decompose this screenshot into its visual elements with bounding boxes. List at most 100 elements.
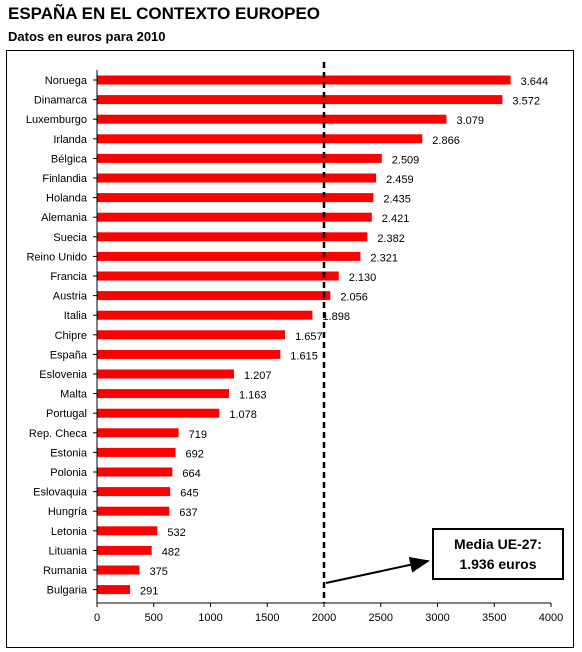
value-label: 2.509 <box>392 154 420 166</box>
x-tick-label: 1000 <box>198 612 222 624</box>
bar <box>97 545 152 555</box>
value-label: 2.866 <box>432 135 460 147</box>
category-label: Eslovaquia <box>33 487 88 499</box>
category-label: Alemania <box>41 212 88 224</box>
value-label: 2.321 <box>370 252 398 264</box>
category-label: Malta <box>60 389 88 401</box>
value-label: 2.421 <box>382 213 410 225</box>
value-label: 1.163 <box>239 390 267 402</box>
value-label: 719 <box>189 429 207 441</box>
bar <box>97 291 331 301</box>
category-label: Bulgaria <box>47 585 88 597</box>
bar <box>97 310 313 320</box>
category-label: Austria <box>53 291 88 303</box>
category-label: Luxemburgo <box>26 114 87 126</box>
bar <box>97 95 503 105</box>
category-label: Finlandia <box>42 173 88 185</box>
bar <box>97 251 361 261</box>
bar <box>97 565 140 575</box>
value-label: 1.898 <box>322 311 350 323</box>
bar <box>97 369 234 379</box>
category-label: Polonia <box>50 467 88 479</box>
value-label: 375 <box>150 566 168 578</box>
category-label: Holanda <box>46 193 88 205</box>
bar <box>97 271 339 281</box>
category-label: Suecia <box>53 232 88 244</box>
x-tick-label: 4000 <box>539 612 563 624</box>
category-label: Dinamarca <box>34 95 88 107</box>
category-label: Hungría <box>48 506 88 518</box>
category-label: Rep. Checa <box>29 428 88 440</box>
callout-line-1: Media UE-27: <box>454 536 542 552</box>
value-label: 2.382 <box>377 233 405 245</box>
category-label: España <box>50 349 88 361</box>
value-label: 1.207 <box>244 370 272 382</box>
x-tick-label: 2500 <box>369 612 393 624</box>
value-label: 291 <box>140 586 158 598</box>
value-label: 637 <box>179 507 197 519</box>
bar <box>97 75 511 85</box>
bars-group <box>97 75 511 595</box>
bar <box>97 506 170 516</box>
bar <box>97 389 230 399</box>
category-label: Letonia <box>51 526 88 538</box>
category-label: Portugal <box>46 408 87 420</box>
category-label: Rumania <box>43 565 88 577</box>
bar <box>97 467 173 477</box>
bar <box>97 408 220 418</box>
category-labels: Noruega Dinamarca Luxemburgo Irlanda Bélgica… <box>26 75 88 597</box>
chart-frame <box>6 50 574 648</box>
value-label: 2.056 <box>340 292 368 304</box>
category-label: Noruega <box>45 75 88 87</box>
bar <box>97 193 374 203</box>
bar <box>97 153 382 163</box>
value-label: 532 <box>167 527 185 539</box>
value-label: 3.079 <box>456 115 484 127</box>
value-label: 2.130 <box>349 272 377 284</box>
category-label: Eslovenia <box>39 369 88 381</box>
callout-arrow <box>325 556 430 584</box>
bar <box>97 526 158 536</box>
eu-average-callout: Media UE-27: 1.936 euros <box>432 528 564 580</box>
category-label: Francia <box>50 271 88 283</box>
bar <box>97 330 286 340</box>
x-axis: 0 500 1000 1500 2000 2500 3000 3500 4000 <box>93 70 563 624</box>
value-label: 482 <box>162 546 180 558</box>
bar <box>97 585 131 595</box>
category-label: Reino Unido <box>26 251 87 263</box>
bar <box>97 212 372 222</box>
x-tick-label: 1500 <box>255 612 279 624</box>
category-label: Irlanda <box>53 134 88 146</box>
value-label: 2.435 <box>383 194 411 206</box>
category-label: Lituania <box>48 545 87 557</box>
x-tick-label: 3000 <box>425 612 449 624</box>
chart-subtitle: Datos en euros para 2010 <box>8 29 166 44</box>
bar <box>97 114 447 124</box>
bar <box>97 134 423 144</box>
value-label: 664 <box>182 468 200 480</box>
bar <box>97 173 377 183</box>
chart-title: ESPAÑA EN EL CONTEXTO EUROPEO <box>8 4 321 23</box>
value-label: 3.644 <box>521 76 549 88</box>
x-tick-label: 0 <box>94 612 100 624</box>
bar <box>97 487 171 497</box>
bar <box>97 428 179 438</box>
value-label: 1.078 <box>229 409 257 421</box>
value-label: 1.615 <box>290 350 318 362</box>
value-label: 1.657 <box>295 331 323 343</box>
value-labels: 3.644 3.572 3.079 2.866 2.509 2.459 2.435 2.421… <box>140 76 548 598</box>
category-label: Italia <box>64 310 88 322</box>
x-tick-label: 3500 <box>482 612 506 624</box>
category-label: Estonia <box>50 447 88 459</box>
bar <box>97 349 281 359</box>
category-label: Chipre <box>55 330 87 342</box>
value-label: 692 <box>186 448 204 460</box>
bar <box>97 447 176 457</box>
category-label: Bélgica <box>51 153 88 165</box>
callout-line-2: 1.936 euros <box>459 556 537 572</box>
bar <box>97 232 368 242</box>
x-tick-label: 500 <box>145 612 163 624</box>
x-tick-label: 2000 <box>312 612 336 624</box>
value-label: 645 <box>180 488 198 500</box>
